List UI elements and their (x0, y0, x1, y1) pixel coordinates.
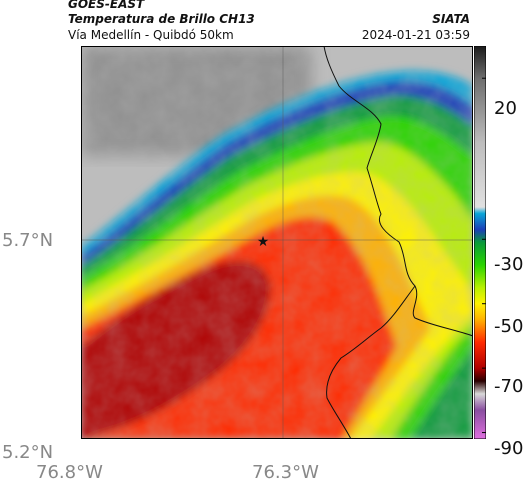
colorbar-gradient (474, 46, 486, 439)
texture-overlay (81, 46, 473, 439)
y-tick-2: 5.2°N (2, 442, 54, 463)
y-tick-1: 5.7°N (2, 230, 54, 251)
star-icon: ★ (257, 234, 270, 250)
title-datetime: 2024-01-21 03:59 (361, 28, 470, 42)
brightness-temperature-map: ★ (81, 46, 473, 439)
title-org: SIATA (432, 12, 470, 26)
colorbar-tick-5: -90 (494, 438, 524, 459)
map-frame (81, 46, 473, 439)
title-region: Vía Medellín - Quibdó 50km (68, 28, 234, 42)
colorbar-tick-2: -30 (494, 254, 524, 275)
colorbar-tick-4: -70 (494, 376, 524, 397)
colorbar-tick-3: -50 (494, 316, 524, 337)
river-border-line (323, 46, 473, 337)
x-tick-1: 76.8°W (36, 462, 103, 483)
title-satellite: GOES-EAST (68, 0, 145, 11)
colorbar-tick-1: 20 (494, 98, 517, 119)
colorbar (474, 46, 486, 439)
title-product: Temperatura de Brillo CH13 (68, 12, 255, 26)
x-tick-2: 76.3°W (252, 462, 319, 483)
coast-border-line (326, 285, 416, 439)
